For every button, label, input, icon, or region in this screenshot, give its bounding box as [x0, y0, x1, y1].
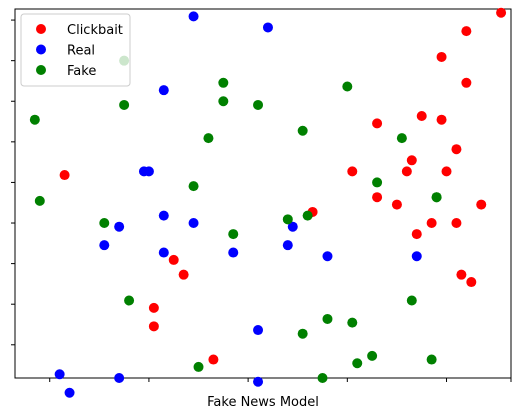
fake-point-16	[302, 210, 313, 221]
real-point-12	[282, 240, 293, 251]
clickbait-point-0	[496, 7, 507, 18]
real-point-9	[158, 247, 169, 258]
clickbait-point-26	[148, 321, 159, 332]
clickbait-point-6	[436, 114, 447, 125]
legend-marker-clickbait	[36, 24, 46, 34]
fake-point-17	[282, 214, 293, 225]
real-point-7	[188, 218, 199, 229]
legend-marker-fake	[36, 65, 46, 75]
real-point-0	[188, 11, 199, 22]
fake-point-5	[342, 81, 353, 92]
fake-point-6	[29, 114, 40, 125]
clickbait-point-3	[461, 77, 472, 88]
clickbait-point-21	[168, 254, 179, 265]
legend-label-clickbait: Clickbait	[67, 23, 123, 38]
fake-point-11	[372, 177, 383, 188]
clickbait-point-9	[441, 166, 452, 177]
fake-point-25	[426, 354, 437, 365]
clickbait-point-24	[466, 277, 477, 288]
real-point-8	[99, 240, 110, 251]
fake-point-13	[431, 192, 442, 203]
real-point-2	[158, 85, 169, 96]
legend: Clickbait Real Fake	[20, 13, 131, 87]
fake-point-2	[119, 99, 130, 110]
real-point-1	[262, 22, 273, 33]
clickbait-point-23	[456, 269, 467, 280]
real-point-13	[322, 251, 333, 262]
real-point-18	[114, 373, 125, 383]
clickbait-point-27	[208, 354, 219, 365]
clickbait-point-22	[178, 269, 189, 280]
fake-point-3	[218, 96, 229, 107]
real-point-5	[114, 221, 125, 232]
clickbait-point-13	[372, 192, 383, 203]
clickbait-point-8	[406, 155, 417, 166]
real-point-11	[287, 221, 298, 232]
clickbait-point-14	[391, 199, 402, 210]
x-axis-label: Fake News Model	[207, 395, 319, 410]
fake-point-23	[297, 328, 308, 339]
clickbait-point-7	[451, 144, 462, 155]
clickbait-point-4	[372, 118, 383, 129]
fake-point-7	[297, 125, 308, 136]
clickbait-point-25	[148, 302, 159, 313]
fake-point-20	[406, 295, 417, 306]
x-axis-ticks	[49, 378, 512, 382]
fake-point-28	[317, 373, 328, 383]
fake-point-18	[228, 229, 239, 240]
clickbait-point-20	[411, 229, 422, 240]
fake-point-15	[99, 218, 110, 229]
fake-point-21	[322, 313, 333, 324]
fake-point-22	[347, 317, 358, 328]
fake-point-26	[352, 358, 363, 369]
fake-point-14	[34, 195, 45, 206]
fake-point-27	[193, 361, 204, 372]
fake-point-10	[188, 181, 199, 192]
real-point-4	[143, 166, 154, 177]
real-point-19	[253, 376, 264, 387]
fake-point-8	[203, 133, 214, 144]
fake-point-24	[367, 350, 378, 361]
clickbait-point-2	[436, 51, 447, 62]
legend-box	[20, 13, 131, 87]
legend-marker-real	[36, 44, 46, 55]
real-point-16	[54, 369, 65, 380]
real-point-6	[158, 210, 169, 221]
clickbait-point-15	[476, 199, 487, 210]
clickbait-point-10	[347, 166, 358, 177]
data-points-layer	[29, 7, 507, 398]
fake-point-4	[253, 99, 264, 110]
clickbait-point-28	[59, 170, 70, 181]
clickbait-point-5	[416, 111, 427, 122]
clickbait-point-18	[451, 218, 462, 229]
clickbait-point-11	[401, 166, 412, 177]
real-point-15	[253, 325, 264, 336]
legend-label-fake: Fake	[67, 64, 96, 79]
legend-label-real: Real	[67, 44, 95, 59]
clickbait-point-17	[426, 218, 437, 229]
fake-point-19	[124, 295, 135, 306]
clickbait-point-1	[461, 26, 472, 37]
real-point-17	[64, 387, 75, 398]
y-axis-ticks	[11, 19, 15, 346]
real-point-14	[411, 251, 422, 262]
fake-point-1	[218, 77, 229, 88]
real-point-10	[228, 247, 239, 258]
fake-point-9	[396, 133, 407, 144]
